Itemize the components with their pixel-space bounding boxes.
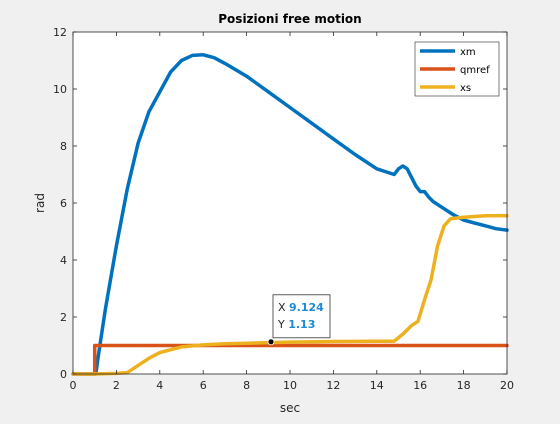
x-tick-label: 18 <box>457 379 471 392</box>
legend-label-xs: xs <box>460 83 471 94</box>
datatip-y-row: Y 1.13 <box>277 318 315 331</box>
y-axis-label: rad <box>33 193 47 213</box>
x-tick-label: 12 <box>326 379 340 392</box>
chart-title: Posizioni free motion <box>218 12 361 26</box>
y-tick-label: 12 <box>53 26 67 39</box>
x-tick-label: 10 <box>283 379 297 392</box>
x-axis-label: sec <box>280 401 300 415</box>
y-tick-label: 8 <box>60 140 67 153</box>
datatip-marker[interactable] <box>267 338 275 346</box>
legend-label-xm: xm <box>460 47 476 58</box>
x-tick-label: 20 <box>500 379 514 392</box>
series-line-xm[interactable] <box>71 53 509 376</box>
x-tick-label: 6 <box>200 379 207 392</box>
datatip-x-label: X <box>278 301 289 314</box>
datatip-box <box>272 294 331 339</box>
y-tick-label: 4 <box>60 254 67 267</box>
y-tick-label: 10 <box>53 83 67 96</box>
datatip-x-value: 9.124 <box>289 301 324 314</box>
datatip-x-row: X 9.124 <box>278 301 324 314</box>
x-tick-label: 0 <box>70 379 77 392</box>
series-line-xs[interactable] <box>71 214 509 376</box>
y-tick-label: 0 <box>60 368 67 381</box>
legend[interactable]: xm qmref xs <box>414 41 500 97</box>
tick-layer: 0 2 4 6 8 10 12 14 16 18 20 0 2 4 6 8 10 12 <box>53 26 514 392</box>
y-tick-label: 6 <box>60 197 67 210</box>
x-tick-label: 2 <box>113 379 120 392</box>
x-tick-label: 8 <box>243 379 250 392</box>
x-tick-label: 16 <box>413 379 427 392</box>
legend-label-qmref: qmref <box>460 65 490 76</box>
y-tick-label: 2 <box>60 311 67 324</box>
datatip-y-value: 1.13 <box>288 318 315 331</box>
x-tick-label: 14 <box>370 379 384 392</box>
datatip-y-label: Y <box>277 318 288 331</box>
x-tick-label: 4 <box>156 379 163 392</box>
